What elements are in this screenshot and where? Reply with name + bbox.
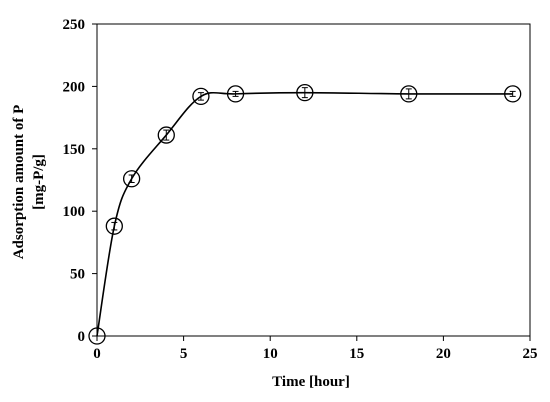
x-tick-label: 25 — [523, 346, 538, 362]
y-tick-label: 250 — [63, 17, 86, 33]
y-axis-title-line1: Adsorption amount of P — [11, 105, 27, 260]
y-tick-label: 200 — [63, 79, 86, 95]
x-tick-label: 5 — [180, 346, 188, 362]
x-axis-title: Time [hour] — [272, 374, 350, 390]
data-point-marker — [88, 327, 106, 345]
x-tick-label: 10 — [263, 346, 278, 362]
x-tick-label: 0 — [93, 346, 101, 362]
data-point-marker — [226, 85, 245, 103]
y-tick-label: 50 — [70, 267, 85, 283]
data-point-marker — [157, 126, 175, 144]
x-tick-label: 15 — [349, 346, 364, 362]
data-point-marker — [122, 170, 141, 188]
x-tick-label: 20 — [436, 346, 451, 362]
y-tick-label: 150 — [63, 142, 86, 158]
series-line — [96, 91, 513, 337]
y-axis-title-line2: [mg-P/g] — [31, 154, 47, 210]
data-point-marker — [400, 85, 418, 103]
y-axis-ticks: 0 50 100 150 200 250 — [63, 17, 97, 345]
y-tick-label: 0 — [78, 329, 86, 345]
y-tick-label: 100 — [63, 204, 86, 220]
data-point-marker — [105, 217, 123, 235]
x-axis-ticks: 0 5 10 15 20 25 — [93, 336, 538, 362]
data-point-marker — [192, 87, 210, 106]
plot-frame — [96, 23, 531, 337]
data-point-marker — [296, 83, 314, 102]
data-point-marker — [504, 85, 522, 103]
series-layer — [88, 83, 522, 345]
plot-area — [96, 23, 531, 337]
